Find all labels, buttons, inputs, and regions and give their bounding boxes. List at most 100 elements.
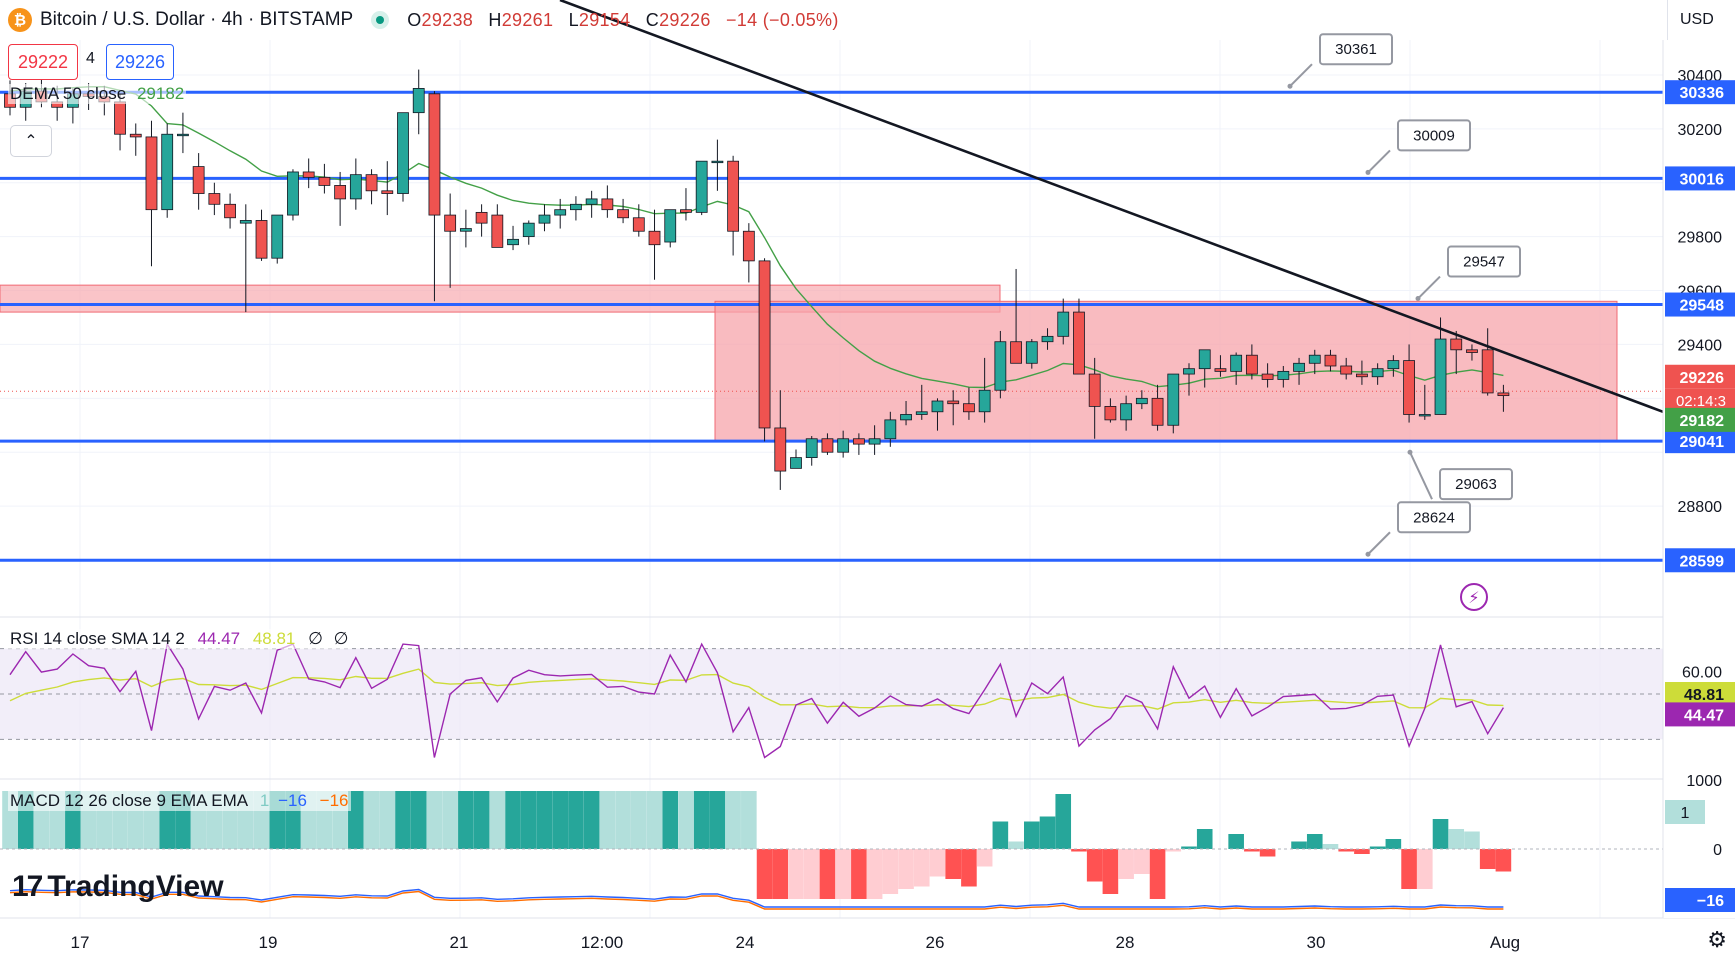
candle-body [1073, 311, 1085, 375]
macd-histogram-bar [363, 791, 380, 849]
dema-line [9, 85, 1504, 389]
candle-body [1293, 362, 1305, 372]
macd-histogram-bar [489, 791, 506, 849]
macd-histogram-bar [866, 849, 883, 899]
macd-histogram-bar [961, 849, 977, 887]
candle-body [963, 403, 975, 413]
macd-histogram-bar [458, 791, 474, 849]
market-status-icon[interactable] [371, 11, 390, 29]
callout-anchor [1365, 551, 1371, 557]
callout-box [1319, 33, 1393, 66]
macd-histogram-bar [1432, 819, 1449, 849]
macd-legend[interactable]: MACD 12 26 close 9 EMA EMA 1 −16 −16 [8, 791, 351, 811]
symbol-title[interactable]: Bitcoin / U.S. Dollar · 4h · BITSTAMP [40, 9, 354, 30]
candle-body [1261, 373, 1274, 380]
macd-histogram-bar [583, 791, 600, 849]
settings-gear-icon[interactable]: ⚙ [1707, 927, 1727, 952]
candle-body [1245, 354, 1258, 375]
time-tick-label: 28 [1116, 933, 1135, 952]
candle-body [1356, 373, 1368, 378]
candle-body [1434, 338, 1447, 415]
candle-body [742, 230, 755, 262]
macd-histogram-bar [1118, 849, 1134, 879]
macd-histogram-bar [976, 849, 993, 867]
macd-histogram-bar [410, 791, 427, 849]
macd-histogram-bar [568, 791, 584, 849]
candle-body [711, 160, 724, 164]
macd-histogram-bar [1008, 841, 1024, 849]
time-tick-label: 30 [1307, 933, 1326, 952]
candle-body [1497, 392, 1510, 397]
macd-histogram-bar [1196, 829, 1213, 849]
callout-box [1439, 468, 1513, 501]
callout-anchor [1287, 83, 1293, 89]
candle-body [1041, 335, 1054, 343]
macd-histogram-bar [379, 791, 396, 849]
dema-price-tag: 29182 [1680, 413, 1725, 430]
rsi-line [9, 642, 1504, 759]
macd-histogram-bar [1479, 849, 1496, 869]
macd-histogram-bar [426, 791, 443, 849]
candle-body [1151, 397, 1164, 426]
candle-body [1104, 405, 1117, 421]
macd-histogram-bar [1134, 849, 1150, 874]
candle-body [1135, 397, 1148, 405]
rsi-sma-line [9, 668, 1504, 710]
macd-histogram-bar [552, 791, 568, 849]
macd-histogram-bar [1165, 849, 1182, 852]
lightning-event-icon-glyph: ⚡ [1468, 588, 1479, 607]
trend-line[interactable] [559, 0, 1664, 414]
candle-body [1340, 365, 1353, 375]
currency-label[interactable]: USD [1667, 0, 1735, 40]
macd-line-tag-bg [1665, 888, 1735, 912]
macd-histogram-bar [662, 791, 679, 849]
callout-anchor [1365, 169, 1371, 175]
price-tick-label: 28800 [1678, 499, 1723, 516]
macd-histogram-bar [678, 791, 694, 849]
rsi-legend[interactable]: RSI 14 close SMA 14 2 44.47 48.81 ∅ ∅ [8, 629, 351, 649]
candle-body [664, 209, 677, 243]
collapse-legend-button[interactable]: ⌃ [10, 125, 52, 157]
candle-body [680, 209, 692, 213]
macd-tick-label: 0 [1713, 842, 1722, 859]
macd-histogram-bar [741, 791, 757, 849]
macd-histogram-bar [1385, 839, 1402, 849]
sell-price-button[interactable]: 29222 [8, 44, 78, 80]
macd-histogram-bar [536, 791, 553, 849]
time-axis[interactable]: 17 19 21 12:00 24 26 28 30 Aug [71, 933, 1521, 952]
macd-histogram-bar [1086, 849, 1103, 882]
candle-body [821, 438, 834, 453]
candle-body [758, 260, 771, 429]
macd-histogram-bar [646, 791, 663, 849]
range-zones [0, 284, 1618, 442]
bitcoin-icon: ₿ [8, 8, 32, 32]
candle-body [459, 228, 472, 232]
level-price-tag: 29548 [1680, 298, 1725, 315]
candle-body [1120, 403, 1133, 421]
trendline [559, 0, 1664, 414]
macd-histogram-bar [1039, 816, 1056, 849]
macd-histogram-bar [442, 791, 458, 849]
candle-body [1057, 311, 1070, 337]
candle-body [1183, 368, 1195, 375]
macd-histogram-bar [772, 849, 789, 899]
macd-histogram-bar [1495, 849, 1512, 872]
candle-body [444, 214, 457, 232]
candle-body [695, 160, 708, 213]
countdown-bg [1665, 388, 1735, 411]
candles [4, 69, 1510, 490]
callout-pointer [1367, 149, 1391, 174]
spread-value: 4 [86, 50, 95, 67]
candle-body [365, 174, 378, 192]
buy-price-button[interactable]: 29226 [106, 44, 174, 80]
candle-body [1387, 360, 1400, 370]
candle-body [491, 214, 504, 248]
dema-legend[interactable]: DEMA 50 close 29182 [8, 84, 187, 104]
candle-body [1088, 373, 1101, 407]
candle-body [412, 88, 425, 114]
price-axis[interactable]: 3040030200298002960029400288003033630016… [1662, 40, 1735, 918]
countdown-label: 02:14:3 [1676, 393, 1726, 410]
time-tick-label: 24 [736, 933, 755, 952]
